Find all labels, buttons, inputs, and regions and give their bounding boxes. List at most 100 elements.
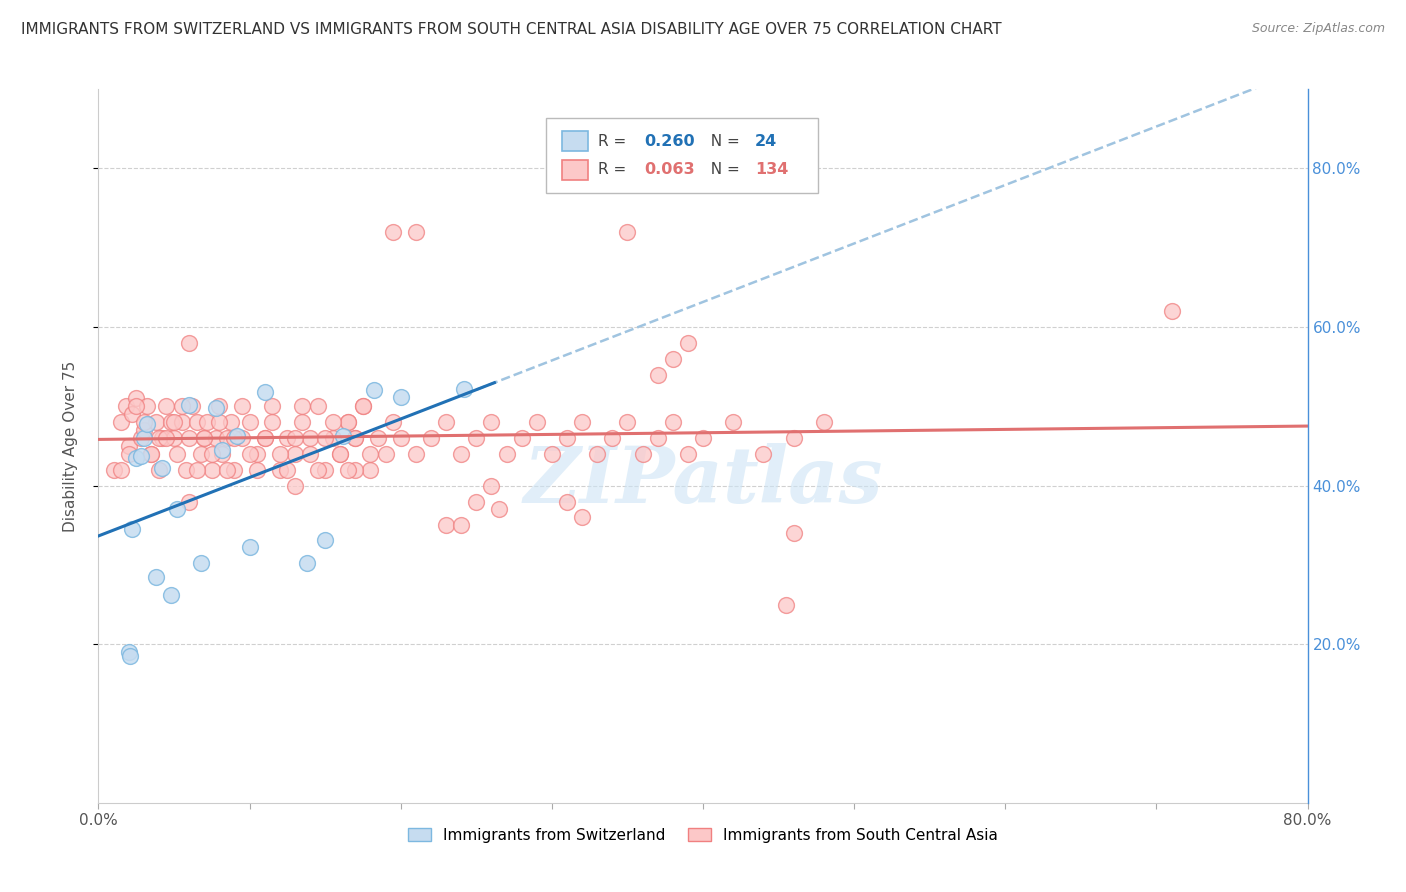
Point [405, 447, 427, 461]
Text: Source: ZipAtlas.com: Source: ZipAtlas.com [1251, 22, 1385, 36]
Point [783, 526, 806, 541]
Point [616, 225, 638, 239]
Point [110, 463, 132, 477]
Point [314, 463, 336, 477]
Point [555, 431, 578, 445]
Point [179, 431, 201, 445]
Point [571, 415, 593, 429]
Point [329, 447, 352, 461]
Text: N =: N = [700, 162, 744, 178]
Point [121, 407, 143, 421]
Point [813, 415, 835, 429]
Text: IMMIGRANTS FROM SWITZERLAND VS IMMIGRANTS FROM SOUTH CENTRAL ASIA DISABILITY AGE: IMMIGRANTS FROM SWITZERLAND VS IMMIGRANT… [21, 22, 1001, 37]
Point [631, 447, 654, 461]
Point [246, 447, 269, 461]
Point [224, 431, 246, 445]
Point [465, 431, 488, 445]
Point [453, 382, 475, 396]
Point [450, 447, 472, 461]
Point [145, 570, 167, 584]
Point [269, 447, 291, 461]
Point [262, 400, 284, 414]
Point [166, 502, 188, 516]
Point [676, 447, 699, 461]
Point [125, 400, 148, 414]
Point [110, 415, 132, 429]
Point [211, 442, 233, 457]
Point [201, 447, 224, 461]
Point [118, 447, 141, 461]
Point [344, 431, 367, 445]
Point [181, 400, 204, 414]
Point [155, 400, 177, 414]
Point [205, 401, 228, 415]
Point [118, 439, 141, 453]
Point [382, 415, 405, 429]
Point [114, 400, 136, 414]
Point [555, 494, 578, 508]
Point [221, 415, 243, 429]
Point [367, 431, 389, 445]
Point [307, 463, 329, 477]
Point [179, 335, 201, 350]
Point [586, 447, 609, 461]
Point [129, 431, 152, 445]
Legend: Immigrants from Switzerland, Immigrants from South Central Asia: Immigrants from Switzerland, Immigrants … [402, 822, 1004, 848]
Point [211, 447, 233, 461]
Point [647, 431, 669, 445]
Point [170, 415, 193, 429]
Point [239, 447, 262, 461]
Point [208, 415, 231, 429]
Point [150, 461, 173, 475]
Point [374, 447, 396, 461]
Point [118, 645, 141, 659]
Point [360, 447, 382, 461]
Point [465, 494, 488, 508]
Point [291, 400, 314, 414]
Point [141, 447, 163, 461]
Point [616, 415, 638, 429]
Point [307, 400, 329, 414]
Point [170, 400, 193, 414]
Text: 0.063: 0.063 [644, 162, 695, 178]
Point [132, 415, 155, 429]
Point [160, 588, 183, 602]
Point [190, 557, 212, 571]
Text: 134: 134 [755, 162, 789, 178]
Bar [561, 131, 588, 152]
Text: 24: 24 [755, 134, 778, 149]
Point [193, 431, 215, 445]
Text: N =: N = [700, 134, 744, 149]
Point [186, 463, 208, 477]
Point [314, 431, 336, 445]
Bar [561, 160, 588, 180]
Point [336, 415, 359, 429]
Point [295, 557, 318, 571]
Point [661, 415, 683, 429]
Point [208, 400, 231, 414]
Point [179, 494, 201, 508]
Point [195, 415, 218, 429]
Point [253, 431, 276, 445]
Point [231, 431, 253, 445]
Point [132, 423, 155, 437]
Point [692, 431, 714, 445]
Point [405, 225, 427, 239]
Point [166, 447, 188, 461]
Point [163, 431, 186, 445]
Point [352, 400, 374, 414]
Point [775, 598, 797, 612]
Point [322, 415, 344, 429]
Point [363, 384, 385, 398]
Point [215, 431, 238, 445]
Point [571, 510, 593, 524]
Point [253, 431, 276, 445]
FancyBboxPatch shape [546, 118, 818, 193]
Point [269, 463, 291, 477]
Point [155, 431, 177, 445]
Point [602, 431, 624, 445]
Point [352, 400, 374, 414]
Point [121, 522, 143, 536]
Point [224, 463, 246, 477]
Point [389, 390, 412, 404]
